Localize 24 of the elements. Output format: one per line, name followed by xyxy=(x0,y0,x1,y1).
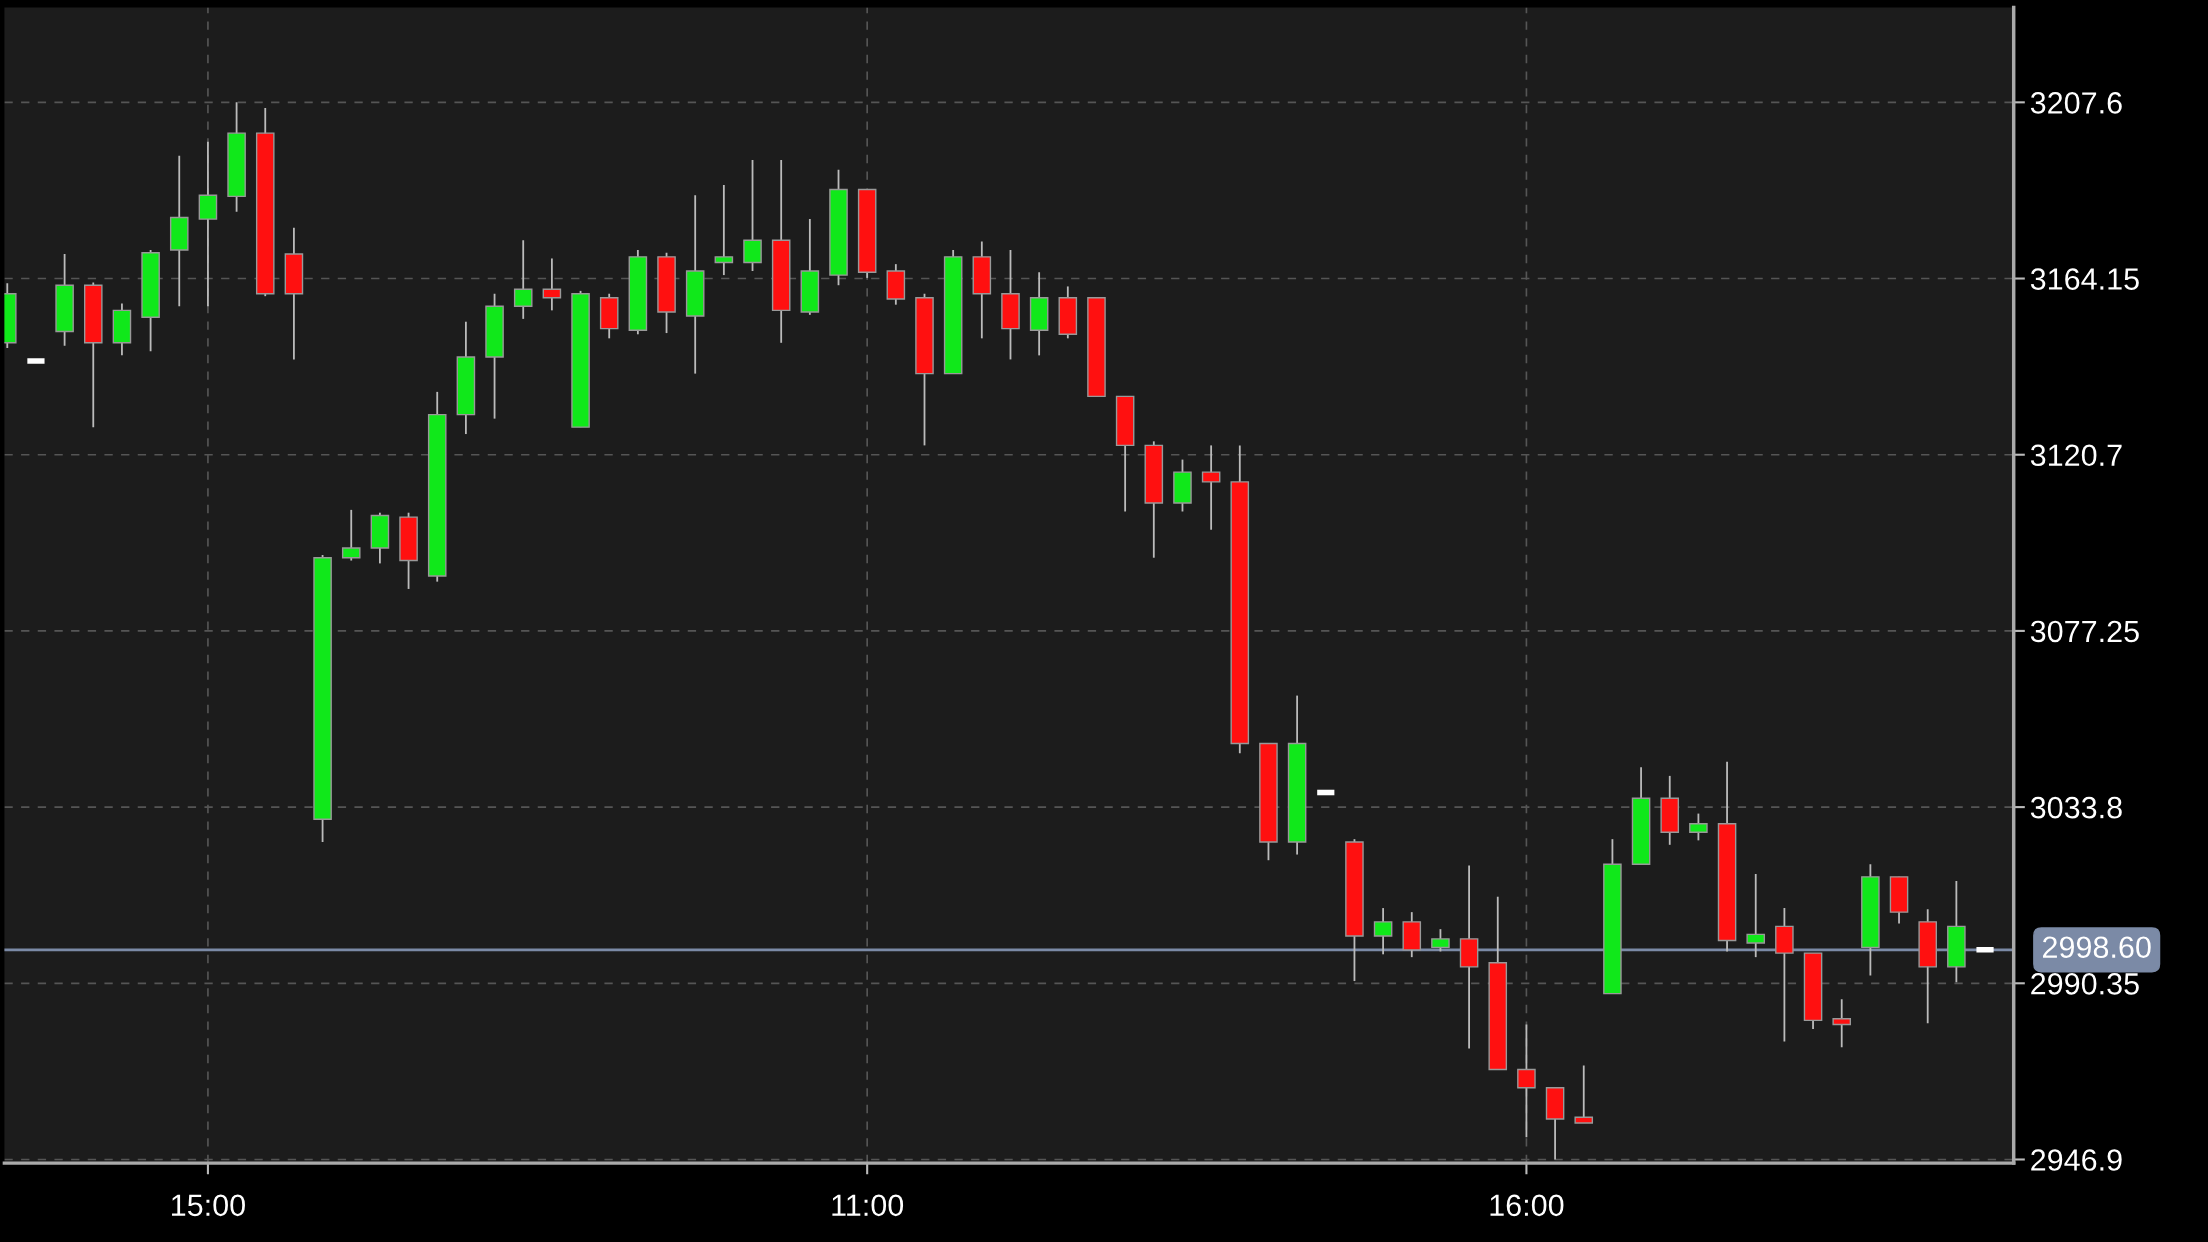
candlestick xyxy=(1201,444,1221,531)
y-tick-label: 3207.6 xyxy=(2030,92,2122,114)
candlestick xyxy=(198,140,218,308)
candlestick xyxy=(1574,1064,1594,1124)
x-tick-label: 16:00 xyxy=(1490,1194,1564,1217)
candlestick xyxy=(743,159,762,272)
candlestick xyxy=(1373,907,1393,956)
y-tick-label: 3033.8 xyxy=(2030,796,2122,819)
y-tick-label: 2990.35 xyxy=(2031,973,2139,995)
y-tick-label: 2946.9 xyxy=(2031,1149,2122,1171)
candlestick xyxy=(1517,1023,1536,1139)
candlestick xyxy=(1746,873,1766,959)
candlestick xyxy=(341,508,361,562)
x-tick-label: 11:00 xyxy=(832,1194,904,1217)
candlestick xyxy=(1832,998,1852,1049)
x-tick-label: 15:00 xyxy=(172,1194,245,1217)
candlestick xyxy=(513,239,533,320)
y-tick-label: 3077.25 xyxy=(2030,620,2139,643)
y-tick-label: 3164.15 xyxy=(2030,268,2139,290)
ref-line-label: 2998.60 xyxy=(2043,936,2151,959)
candlestick xyxy=(714,184,734,276)
candlestick xyxy=(1431,928,1450,953)
y-tick-label: 3120.7 xyxy=(2030,444,2122,467)
candlestick xyxy=(1689,812,1708,842)
